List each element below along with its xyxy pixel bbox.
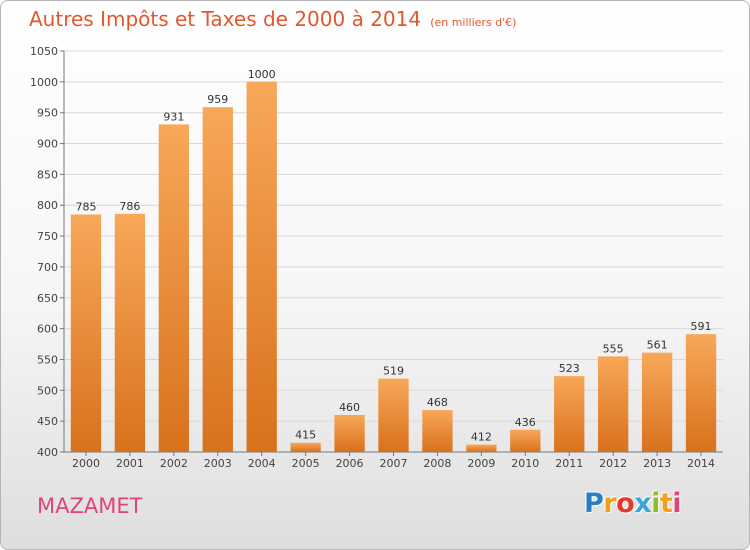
data-labels: 785 786 931 959 1000 415 460 519 468 412 436 523 555…	[75, 68, 711, 444]
y-tick-label: 600	[37, 323, 58, 336]
y-tick-label: 1000	[30, 76, 58, 89]
data-label: 561	[647, 339, 668, 352]
y-tick-label: 750	[37, 230, 58, 243]
x-tick-label: 2003	[204, 457, 232, 470]
bar-2004	[246, 81, 277, 452]
bars	[70, 81, 717, 452]
data-label: 555	[603, 342, 624, 355]
bar-2003	[202, 107, 233, 452]
x-tick-label: 2002	[160, 457, 188, 470]
x-tick-label: 2014	[687, 457, 715, 470]
chart-title: Autres Impôts et Taxes de 2000 à 2014	[29, 7, 422, 31]
bar-2000	[70, 214, 102, 452]
bar-2010	[510, 429, 541, 452]
data-label: 468	[427, 396, 448, 409]
x-tick-label: 2000	[72, 457, 100, 470]
bar-2001	[114, 213, 146, 452]
chart-subtitle: (en milliers d'€)	[430, 16, 517, 29]
proxiti-logo[interactable]: Proxiti	[584, 488, 682, 519]
y-tick-label: 900	[37, 138, 58, 151]
axes: 400 450 500 550 600 650 700 750 800 850 900 950 1000…	[30, 45, 723, 470]
data-label: 415	[295, 429, 316, 442]
y-tick-label: 1050	[30, 45, 58, 58]
bar-2006	[334, 414, 365, 452]
title-row: Autres Impôts et Taxes de 2000 à 2014 (e…	[29, 7, 516, 31]
y-tick-label: 800	[37, 199, 58, 212]
y-tick-label: 850	[37, 168, 58, 181]
y-tick-label: 500	[37, 384, 58, 397]
bar-2012	[598, 356, 629, 452]
x-tick-label: 2011	[555, 457, 583, 470]
y-tick-label: 450	[37, 415, 58, 428]
x-tick-label: 2013	[643, 457, 671, 470]
bar-2011	[554, 376, 585, 452]
x-tick-label: 2009	[467, 457, 495, 470]
logo-letter: x	[634, 488, 652, 519]
data-label: 523	[559, 362, 580, 375]
x-tick-label: 2001	[116, 457, 144, 470]
x-tick-label: 2007	[380, 457, 408, 470]
data-label: 519	[383, 365, 404, 378]
logo-letter: P	[584, 488, 604, 519]
logo-letter: i	[651, 488, 660, 519]
x-tick-label: 2005	[292, 457, 320, 470]
data-label: 959	[207, 93, 228, 106]
data-label: 460	[339, 401, 360, 414]
y-tick-label: 700	[37, 261, 58, 274]
bar-2014	[685, 334, 717, 452]
bar-2007	[378, 378, 409, 452]
x-tick-label: 2008	[423, 457, 451, 470]
data-label: 1000	[248, 68, 276, 81]
bar-2008	[422, 410, 453, 452]
data-label: 786	[119, 200, 140, 213]
y-tick-label: 550	[37, 353, 58, 366]
data-label: 591	[691, 320, 712, 333]
x-tick-label: 2012	[599, 457, 627, 470]
bar-2013	[641, 352, 673, 452]
data-label: 931	[163, 110, 184, 123]
data-label: 412	[471, 431, 492, 444]
y-tick-label: 950	[37, 107, 58, 120]
logo-letter: r	[603, 488, 617, 519]
x-tick-label: 2010	[511, 457, 539, 470]
bar-2009	[466, 444, 497, 452]
x-tick-label: 2006	[336, 457, 364, 470]
logo-letter: o	[616, 488, 635, 519]
data-label: 785	[75, 200, 96, 213]
logo-letter: i	[672, 488, 682, 519]
bar-2002	[158, 124, 189, 452]
y-tick-label: 400	[37, 446, 58, 459]
y-tick-label: 650	[37, 292, 58, 305]
x-tick-label: 2004	[248, 457, 276, 470]
commune-name: MAZAMET	[37, 494, 143, 518]
bar-2005	[290, 442, 321, 452]
data-label: 436	[515, 416, 536, 429]
logo-letter: t	[659, 488, 673, 519]
